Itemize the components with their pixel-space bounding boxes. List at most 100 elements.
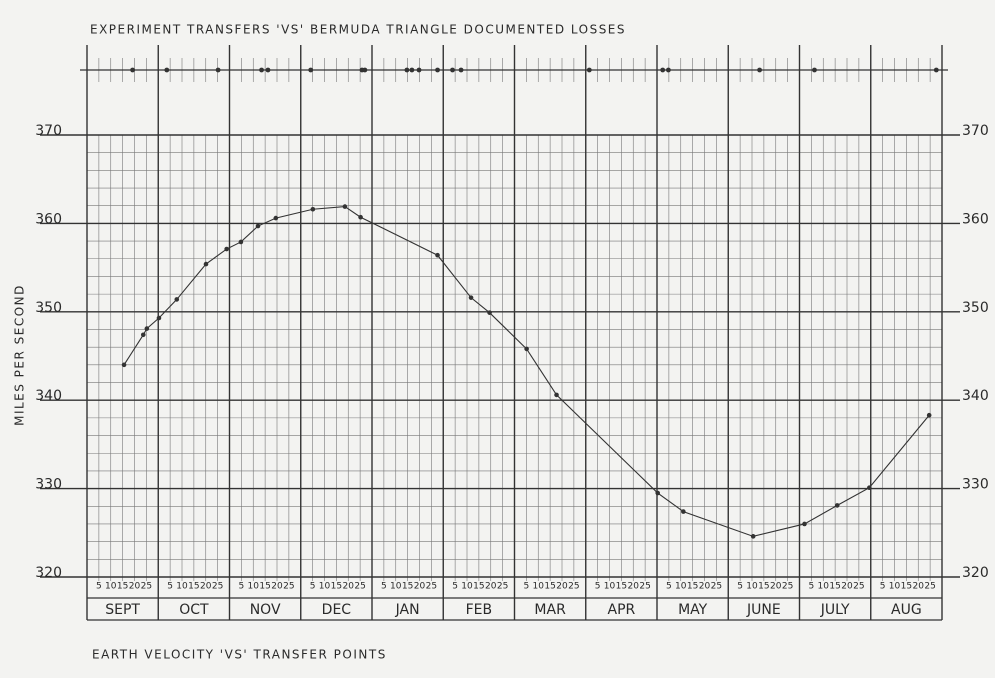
transfer-point [416, 67, 422, 73]
transfer-point [812, 67, 817, 73]
month-label: AUG [891, 602, 922, 618]
y-tick-label: 350 [35, 300, 62, 316]
month-label: DEC [322, 602, 352, 618]
data-point [156, 315, 162, 321]
month-label: FEB [466, 602, 493, 618]
day-tick-label: 10 [889, 582, 901, 592]
y2-tick-label: 340 [962, 388, 989, 404]
data-point [554, 392, 559, 398]
y-tick-label: 360 [35, 211, 62, 227]
day-tick-label: 25 [497, 582, 508, 592]
day-tick-label: 5 [381, 582, 387, 592]
day-tick-label: 5 [880, 582, 886, 592]
day-tick-label: 10 [746, 582, 758, 592]
data-point [750, 534, 756, 539]
transfer-point [660, 67, 666, 73]
month-label: APR [608, 602, 636, 618]
day-tick-label: 10 [248, 582, 260, 592]
data-point [140, 332, 146, 338]
month-label: OCT [179, 602, 209, 618]
day-tick-label: 20 [770, 582, 782, 592]
transfer-point [259, 67, 264, 73]
chart-title: EXPERIMENT TRANSFERS 'VS' BERMUDA TRIANG… [90, 23, 626, 37]
day-tick-label: 5 [666, 582, 672, 592]
transfer-point [164, 67, 170, 73]
day-tick-label: 15 [829, 582, 840, 592]
transfer-point [458, 67, 464, 73]
data-point [681, 509, 686, 514]
day-tick-label: 15 [687, 582, 698, 592]
day-tick-label: 10 [533, 582, 545, 592]
day-tick-label: 20 [485, 582, 497, 592]
day-tick-label: 5 [167, 582, 173, 592]
day-tick-label: 10 [818, 582, 830, 592]
day-tick-label: 10 [604, 582, 616, 592]
transfer-point [265, 67, 271, 73]
transfer-point [404, 67, 410, 73]
y2-tick-label: 320 [962, 565, 989, 581]
month-label: MAR [534, 602, 566, 618]
day-tick-label: 10 [390, 582, 402, 592]
day-tick-label: 15 [402, 582, 413, 592]
y-tick-label: 370 [35, 123, 62, 139]
day-tick-label: 15 [473, 582, 484, 592]
data-point [358, 214, 363, 220]
data-point [487, 310, 492, 315]
data-point [203, 261, 209, 267]
data-point [468, 295, 474, 300]
data-point [121, 362, 127, 368]
data-point [342, 204, 348, 209]
y-tick-label: 330 [35, 477, 62, 493]
day-tick-label: 15 [758, 582, 769, 592]
day-tick-label: 5 [524, 582, 530, 592]
day-tick-label: 10 [319, 582, 331, 592]
transfer-point [435, 67, 440, 73]
day-tick-label: 20 [841, 582, 853, 592]
transfer-point [757, 67, 762, 73]
day-tick-label: 25 [924, 582, 935, 592]
month-label: JULY [820, 602, 850, 618]
data-point [224, 246, 229, 252]
x-axis-label: EARTH VELOCITY 'VS' TRANSFER POINTS [92, 648, 387, 662]
day-tick-label: 5 [737, 582, 743, 592]
day-tick-label: 25 [711, 582, 722, 592]
data-point [310, 206, 316, 212]
data-point [655, 490, 661, 496]
transfer-point [586, 67, 592, 73]
month-label: NOV [250, 602, 281, 618]
month-label: MAY [678, 602, 708, 618]
transfer-point [362, 67, 368, 73]
transfer-point [409, 67, 415, 73]
data-point [238, 239, 244, 245]
y2-tick-label: 350 [962, 300, 989, 316]
y2-tick-label: 330 [962, 477, 989, 493]
day-tick-label: 25 [782, 582, 793, 592]
day-tick-label: 5 [239, 582, 245, 592]
y2-tick-label: 360 [962, 211, 989, 227]
day-tick-label: 15 [544, 582, 555, 592]
data-point [255, 223, 261, 229]
day-tick-label: 20 [699, 582, 711, 592]
day-tick-label: 25 [354, 582, 365, 592]
day-tick-label: 5 [310, 582, 316, 592]
day-tick-label: 25 [853, 582, 864, 592]
day-tick-label: 20 [628, 582, 640, 592]
transfer-point [666, 67, 671, 73]
day-tick-label: 15 [188, 582, 199, 592]
y2-tick-label: 370 [962, 123, 989, 139]
day-tick-label: 5 [595, 582, 601, 592]
month-label: JUNE [746, 602, 781, 618]
data-point [273, 215, 279, 221]
day-tick-label: 10 [176, 582, 188, 592]
data-point [435, 252, 440, 258]
day-tick-label: 5 [96, 582, 102, 592]
transfer-point [215, 67, 221, 73]
y-tick-label: 320 [35, 565, 62, 581]
day-tick-label: 20 [556, 582, 568, 592]
y-axis-label: MILES PER SECOND [13, 284, 27, 426]
day-tick-label: 15 [117, 582, 128, 592]
data-point [524, 346, 529, 352]
y-tick-label: 340 [35, 388, 62, 404]
day-tick-label: 20 [343, 582, 355, 592]
